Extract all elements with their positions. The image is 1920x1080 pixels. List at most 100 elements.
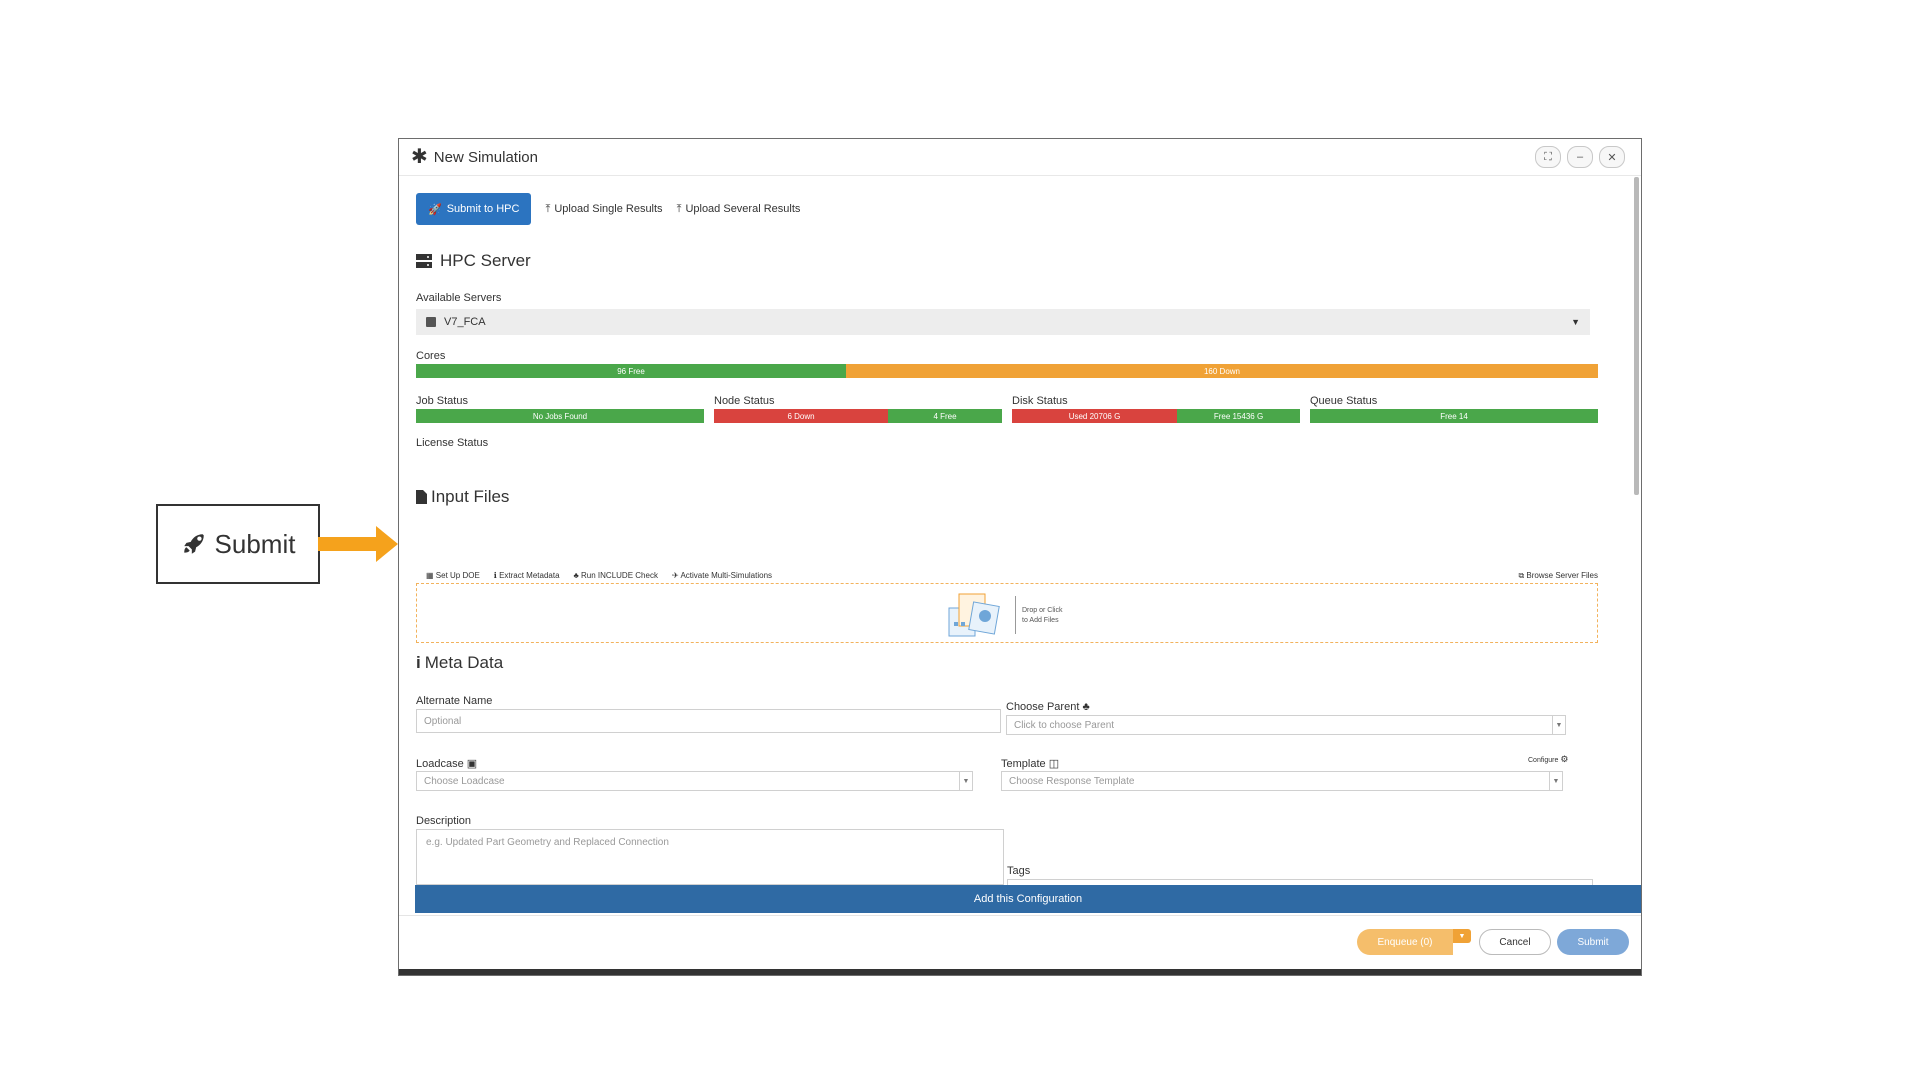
- configure-link[interactable]: Configure ⚙: [1528, 754, 1568, 765]
- server-color-swatch: [426, 317, 436, 327]
- submit-callout: Submit: [156, 504, 320, 584]
- pointer-arrow: [318, 526, 398, 562]
- run-include-check-button[interactable]: ♣ Run INCLUDE Check: [573, 571, 658, 580]
- cores-free-segment: 96 Free: [416, 364, 846, 378]
- gear-icon: ⚙: [1560, 754, 1569, 764]
- queue-free-segment: Free 14: [1310, 409, 1598, 423]
- dropzone-divider: [1015, 596, 1016, 634]
- configure-label: Configure: [1528, 757, 1559, 764]
- dialog-titlebar: ✱ New Simulation ⛶ – ✕: [399, 139, 1641, 176]
- meta-data-heading: i Meta Data: [416, 653, 503, 673]
- dropzone-text: Drop or Click to Add Files: [1022, 607, 1063, 624]
- cores-bar: 96 Free 160 Down: [416, 364, 1598, 378]
- sitemap-icon: ♣: [1082, 701, 1090, 713]
- scrollbar[interactable]: [1634, 177, 1639, 495]
- cores-down-segment: 160 Down: [846, 364, 1598, 378]
- node-free-segment: 4 Free: [888, 409, 1002, 423]
- server-select[interactable]: V7_FCA ▼: [416, 309, 1590, 335]
- enqueue-button[interactable]: Enqueue (0): [1357, 929, 1453, 955]
- tool-label: Activate Multi-Simulations: [680, 571, 773, 580]
- tool-label: Set Up DOE: [435, 571, 480, 580]
- setup-doe-button[interactable]: ▦ Set Up DOE: [426, 571, 480, 580]
- template-label: Template ◫: [1001, 757, 1059, 770]
- enqueue-dropdown-button[interactable]: ▼: [1453, 929, 1471, 943]
- input-placeholder: Click to choose Parent: [1014, 719, 1115, 731]
- tool-label: Extract Metadata: [499, 571, 560, 580]
- add-configuration-button[interactable]: Add this Configuration: [415, 885, 1641, 913]
- rocket-icon: 🚀: [428, 203, 442, 216]
- queue-status-bar: Free 14: [1310, 409, 1598, 423]
- disk-free-segment: Free 15436 G: [1177, 409, 1300, 423]
- new-simulation-dialog: ✱ New Simulation ⛶ – ✕ 🚀 Submit to HPC ⤒…: [398, 138, 1642, 976]
- upload-icon: ⤒: [676, 202, 682, 215]
- briefcase-icon: ▣: [466, 758, 478, 770]
- choose-parent-select[interactable]: Click to choose Parent ▼: [1006, 715, 1566, 735]
- columns-icon: ◫: [1048, 758, 1060, 770]
- browse-server-files-link[interactable]: ⧉ Browse Server Files: [1518, 571, 1598, 580]
- input-placeholder: e.g. Updated Part Geometry and Replaced …: [426, 837, 669, 848]
- caret-down-icon: ▼: [1549, 772, 1562, 790]
- template-select[interactable]: Choose Response Template ▼: [1001, 771, 1563, 791]
- cores-label: Cores: [416, 350, 446, 362]
- caret-down-icon: ▼: [959, 772, 972, 790]
- maximize-button[interactable]: ⛶: [1535, 146, 1561, 168]
- disk-used-segment: Used 20706 G: [1012, 409, 1177, 423]
- dialog-title: New Simulation: [433, 148, 538, 166]
- server-icon: [416, 254, 432, 268]
- disk-status-bar: Used 20706 G Free 15436 G: [1012, 409, 1300, 423]
- files-illustration-icon: [948, 593, 1000, 637]
- browse-label: Browse Server Files: [1526, 571, 1598, 580]
- tab-label: Submit to HPC: [446, 203, 520, 215]
- input-placeholder: Optional: [424, 715, 462, 727]
- close-button[interactable]: ✕: [1599, 146, 1625, 168]
- file-icon: [416, 490, 427, 504]
- loadcase-label: Loadcase ▣: [416, 757, 477, 770]
- alternate-name-label: Alternate Name: [416, 695, 493, 707]
- upload-icon: ⤒: [545, 202, 551, 215]
- tab-label: Upload Several Results: [685, 203, 801, 215]
- submit-button[interactable]: Submit: [1557, 929, 1629, 955]
- tool-label: Run INCLUDE Check: [581, 571, 658, 580]
- loadcase-select[interactable]: Choose Loadcase ▼: [416, 771, 973, 791]
- alternate-name-input[interactable]: Optional: [416, 709, 1001, 733]
- info-icon: i: [416, 653, 421, 672]
- tab-label: Upload Single Results: [554, 203, 663, 215]
- file-dropzone[interactable]: Drop or Click to Add Files: [416, 583, 1598, 643]
- cancel-button[interactable]: Cancel: [1479, 929, 1551, 955]
- tab-upload-single-results[interactable]: ⤒ Upload Single Results: [545, 203, 662, 216]
- callout-label: Submit: [214, 528, 296, 559]
- label-text: Loadcase: [416, 758, 464, 770]
- section-title: HPC Server: [440, 251, 531, 270]
- extract-metadata-button[interactable]: ℹ Extract Metadata: [493, 571, 560, 580]
- tab-submit-to-hpc[interactable]: 🚀 Submit to HPC: [416, 193, 532, 225]
- caret-down-icon: ▼: [1552, 716, 1565, 734]
- queue-status-label: Queue Status: [1310, 395, 1378, 407]
- section-title: Meta Data: [424, 653, 504, 672]
- label-text: Choose Parent: [1006, 701, 1080, 713]
- tags-input[interactable]: [1007, 879, 1593, 889]
- tab-upload-several-results[interactable]: ⤒ Upload Several Results: [677, 203, 801, 216]
- license-status-label: License Status: [416, 437, 489, 449]
- minimize-button[interactable]: –: [1567, 146, 1593, 168]
- description-label: Description: [416, 815, 472, 827]
- disk-status-label: Disk Status: [1012, 395, 1068, 407]
- rocket-icon: [183, 534, 204, 554]
- footer-divider: [399, 915, 1641, 916]
- node-down-segment: 6 Down: [714, 409, 888, 423]
- job-status-label: Job Status: [416, 395, 468, 407]
- input-files-heading: Input Files: [416, 487, 509, 507]
- job-status-segment: No Jobs Found: [416, 409, 704, 423]
- input-placeholder: Choose Response Template: [1009, 775, 1135, 787]
- description-textarea[interactable]: e.g. Updated Part Geometry and Replaced …: [416, 829, 1004, 885]
- tags-label: Tags: [1007, 865, 1031, 877]
- caret-down-icon: ▼: [1571, 317, 1580, 327]
- input-files-toolbar: ▦ Set Up DOE ℹ Extract Metadata ♣ Run IN…: [426, 571, 772, 580]
- asterisk-icon: ✱: [411, 146, 428, 168]
- activate-multi-simulations-button[interactable]: ✈ Activate Multi-Simulations: [671, 571, 773, 580]
- hpc-server-heading: HPC Server: [416, 251, 531, 271]
- node-status-label: Node Status: [714, 395, 775, 407]
- input-placeholder: Choose Loadcase: [424, 775, 505, 787]
- label-text: Template: [1001, 758, 1046, 770]
- section-title: Input Files: [431, 487, 510, 506]
- choose-parent-label: Choose Parent ♣: [1006, 701, 1090, 713]
